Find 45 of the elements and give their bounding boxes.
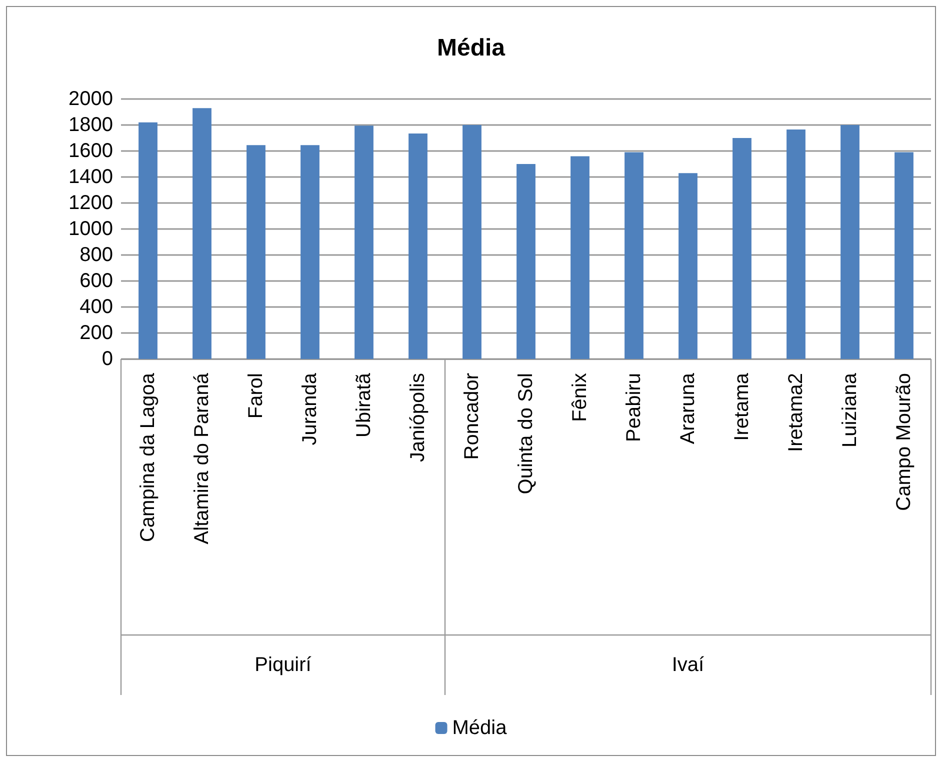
bar — [354, 126, 374, 359]
x-tick-label: Campina da Lagoa — [137, 372, 159, 542]
y-tick-label: 400 — [80, 296, 113, 318]
bar — [624, 152, 644, 359]
y-tick-label: 1000 — [68, 218, 113, 240]
y-tick-label: 1800 — [68, 114, 113, 136]
chart-title: Média — [436, 34, 506, 62]
y-tick-label: 0 — [102, 348, 113, 370]
x-tick-label: Farol — [245, 373, 267, 419]
x-tick-label: Iretama2 — [785, 373, 807, 452]
bar — [516, 164, 536, 359]
x-tick-label: Luiziana — [839, 372, 861, 448]
y-tick-label: 1600 — [68, 140, 113, 162]
x-tick-label: Fênix — [569, 373, 591, 422]
bar — [138, 122, 158, 359]
x-tick-label: Quinta do Sol — [515, 373, 537, 494]
text: Piquirí — [254, 654, 312, 676]
bar — [678, 173, 698, 359]
y-tick-label: 600 — [80, 270, 113, 292]
x-tick-label: Juranda — [299, 372, 321, 446]
y-tick-label: 1200 — [68, 192, 113, 214]
bar — [192, 108, 212, 359]
bar — [246, 145, 266, 359]
bar — [408, 133, 428, 359]
x-tick-label: Peabiru — [623, 373, 645, 442]
bar — [300, 145, 320, 359]
x-tick-label: Ubiratã — [353, 372, 375, 438]
y-tick-label: 2000 — [68, 88, 113, 110]
x-tick-label: Janiópolis — [407, 373, 429, 462]
bar — [462, 125, 482, 359]
y-tick-label: 200 — [80, 322, 113, 344]
text: Ivaí — [672, 654, 705, 676]
bar — [840, 125, 860, 359]
x-tick-label: Roncador — [461, 372, 483, 460]
x-tick-label: Araruna — [677, 372, 699, 444]
y-tick-label: 1400 — [68, 166, 113, 188]
bar — [786, 130, 806, 359]
bar — [732, 138, 752, 359]
y-tick-label: 800 — [80, 244, 113, 266]
bar — [570, 156, 590, 359]
bar — [894, 152, 914, 359]
x-tick-label: Iretama — [731, 372, 753, 441]
legend-label: Média — [452, 717, 508, 739]
x-tick-label: Altamira do Paraná — [191, 372, 213, 544]
x-tick-label: Campo Mourão — [893, 373, 915, 511]
